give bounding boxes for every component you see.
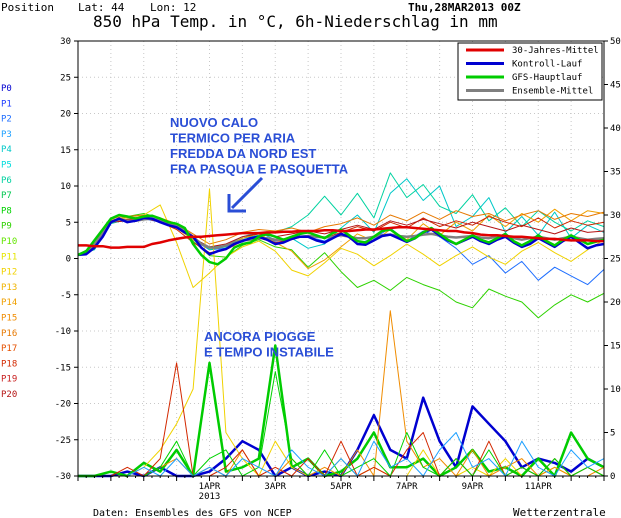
series-line-gfs-hauptlauf (77, 213, 605, 266)
footer-credit: Wetterzentrale (513, 506, 606, 518)
y-right-tick-label: 0 (610, 472, 615, 482)
member-label-p4: P4 (1, 145, 12, 155)
y-left-tick-label: -30 (55, 472, 71, 482)
member-label-p16: P16 (1, 329, 17, 339)
y-left-tick-label: -5 (60, 291, 71, 301)
member-label-p19: P19 (1, 375, 17, 385)
legend: 30-Jahres-Mittel Kontroll-Lauf GFS-Hauptla… (457, 42, 603, 101)
series-line-kontroll-lauf (77, 216, 605, 257)
y-right-tick-label: 50 (610, 37, 621, 47)
annotation-text: NUOVO CALO (170, 115, 258, 130)
y-left-tick-label: 0 (66, 255, 71, 265)
member-label-p18: P18 (1, 359, 17, 369)
y-left-tick-label: -20 (55, 400, 71, 410)
member-label-p17: P17 (1, 344, 17, 354)
y-left-tick-label: 30 (60, 37, 71, 47)
y-right-tick-label: 40 (610, 124, 621, 134)
member-label-p6: P6 (1, 176, 12, 186)
member-label-p7: P7 (1, 191, 12, 201)
lon-label: Lon: 12 (150, 1, 196, 14)
member-label-p14: P14 (1, 298, 17, 308)
y-left-tick-label: 25 (60, 73, 71, 83)
series-line-p12 (77, 204, 605, 288)
y-right-tick-label: 20 (610, 298, 621, 308)
annotation-text: ANCORA PIOGGE (204, 329, 316, 344)
x-tick-label: 3APR (264, 482, 286, 492)
member-label-p10: P10 (1, 237, 17, 247)
y-left-tick-label: -10 (55, 327, 71, 337)
series-line-p2-precip (78, 432, 605, 477)
legend-label: 30-Jahres-Mittel (512, 46, 599, 56)
member-label-p9: P9 (1, 222, 12, 232)
position-label: Position (1, 1, 54, 14)
x-tick-label: 1APR (199, 482, 221, 492)
member-labels: P0 P1 P2 P3 P4 P5 P6 P7 P8 P9 P10 P11 P12 P13 P14 P15 P1… (1, 84, 17, 400)
x-tick-label: 9APR (462, 482, 484, 492)
member-label-p3: P3 (1, 130, 12, 140)
member-label-p11: P11 (1, 252, 17, 262)
member-label-p13: P13 (1, 283, 17, 293)
legend-label: Ensemble-Mittel (512, 87, 593, 97)
y-right-tick-label: 45 (610, 81, 621, 91)
chart-title: 850 hPa Temp. in °C, 6h-Niederschlag in … (93, 12, 498, 31)
x-tick-sublabel: 2013 (199, 492, 221, 502)
y-right-tick-label: 5 (610, 429, 615, 439)
y-left-tick-label: 20 (60, 110, 71, 120)
x-tick-label: 5APR (330, 482, 352, 492)
grid (78, 41, 604, 476)
member-label-p20: P20 (1, 390, 17, 400)
y-right-tick-label: 35 (610, 168, 621, 178)
member-label-p2: P2 (1, 115, 12, 125)
member-label-p1: P1 (1, 99, 12, 109)
annotation-text: E TEMPO INSTABILE (204, 345, 334, 360)
member-label-p12: P12 (1, 268, 17, 278)
annotation-text: TERMICO PER ARIA (170, 131, 296, 146)
y-left-tick-label: 5 (66, 218, 71, 228)
y-left-tick-label: -25 (55, 436, 71, 446)
annotation-text: FRA PASQUA E PASQUETTA (170, 162, 349, 177)
y-left-tick-label: 10 (60, 182, 71, 192)
y-right-tick-label: 30 (610, 211, 621, 221)
run-time-label: Thu,28MAR2013 00Z (408, 1, 521, 14)
legend-label: GFS-Hauptlauf (512, 73, 582, 83)
annotation-text: FREDDA DA NORD EST (170, 146, 316, 161)
x-tick-label: 7APR (396, 482, 418, 492)
y-right-tick-label: 25 (610, 255, 621, 265)
member-label-p5: P5 (1, 161, 12, 171)
lat-label: Lat: 44 (78, 1, 125, 14)
x-tick-label: 11APR (525, 482, 553, 492)
y-right-tick-label: 10 (610, 385, 621, 395)
legend-label: Kontroll-Lauf (512, 60, 582, 70)
axes: 302520151050-5-10-15-20-25-3050454035302… (55, 37, 621, 502)
y-left-tick-label: -15 (55, 363, 71, 373)
series-group (77, 172, 605, 478)
member-label-p15: P15 (1, 314, 17, 324)
y-left-tick-label: 15 (60, 146, 71, 156)
annotation-arrow (227, 176, 264, 213)
member-label-p0: P0 (1, 84, 12, 94)
member-label-p8: P8 (1, 206, 12, 216)
series-line-30-jahres-mittel (78, 226, 604, 249)
y-right-tick-label: 15 (610, 342, 621, 352)
footer-source: Daten: Ensembles des GFS von NCEP (93, 508, 292, 518)
